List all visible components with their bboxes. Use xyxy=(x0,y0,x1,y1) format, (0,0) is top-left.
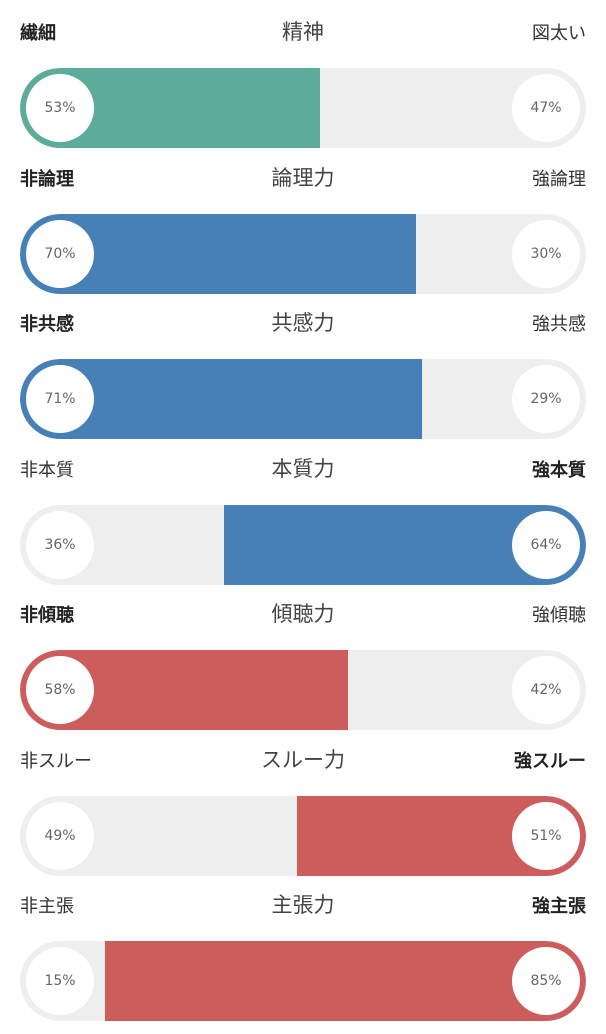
trait-right-label: 強本質 xyxy=(532,460,586,481)
trait-left-label: 非本質 xyxy=(20,460,74,481)
right-percent-circle: 51% xyxy=(512,802,580,870)
trait-bar: 71% 29% xyxy=(20,359,586,439)
left-percent-circle: 58% xyxy=(26,656,94,724)
trait-label-row: 非スルー スルー力 強スルー xyxy=(0,744,606,784)
trait-title: 傾聴力 xyxy=(271,602,335,626)
trait-left-label: 非主張 xyxy=(20,896,74,917)
trait-left-label: 非傾聴 xyxy=(20,605,74,626)
right-percent-circle: 64% xyxy=(512,511,580,579)
trait-label-row: 非論理 論理力 強論理 xyxy=(0,162,606,202)
trait-bar: 53% 47% xyxy=(20,68,586,148)
left-percent-circle: 36% xyxy=(26,511,94,579)
trait-left-label: 非共感 xyxy=(20,314,74,335)
trait-left-label: 非スルー xyxy=(20,751,92,772)
trait-row-assertion: 非主張 主張力 強主張 15% 85% xyxy=(0,889,606,1034)
trait-right-label: 強論理 xyxy=(532,169,586,190)
trait-title: スルー力 xyxy=(261,748,345,772)
trait-row-empathy: 非共感 共感力 強共感 71% 29% xyxy=(0,307,606,452)
left-percent-circle: 70% xyxy=(26,220,94,288)
trait-right-label: 図太い xyxy=(532,23,586,44)
trait-row-through: 非スルー スルー力 強スルー 49% 51% xyxy=(0,744,606,889)
trait-row-listening: 非傾聴 傾聴力 強傾聴 58% 42% xyxy=(0,598,606,743)
right-percent-circle: 42% xyxy=(512,656,580,724)
trait-title: 本質力 xyxy=(271,457,335,481)
left-percent-circle: 71% xyxy=(26,365,94,433)
trait-bar-fill xyxy=(104,941,586,1021)
trait-title: 共感力 xyxy=(271,311,335,335)
left-percent-circle: 53% xyxy=(26,74,94,142)
trait-row-logic: 非論理 論理力 強論理 70% 30% xyxy=(0,162,606,307)
right-percent-circle: 30% xyxy=(512,220,580,288)
trait-bar: 36% 64% xyxy=(20,505,586,585)
trait-row-essence: 非本質 本質力 強本質 36% 64% xyxy=(0,453,606,598)
trait-label-row: 繊細 精神 図太い xyxy=(0,16,606,56)
trait-left-label: 繊細 xyxy=(20,23,56,44)
trait-label-row: 非傾聴 傾聴力 強傾聴 xyxy=(0,598,606,638)
left-percent-circle: 15% xyxy=(26,947,94,1015)
trait-bar: 15% 85% xyxy=(20,941,586,1021)
trait-left-label: 非論理 xyxy=(20,169,74,190)
right-percent-circle: 85% xyxy=(512,947,580,1015)
trait-label-row: 非主張 主張力 強主張 xyxy=(0,889,606,929)
trait-right-label: 強共感 xyxy=(532,314,586,335)
left-percent-circle: 49% xyxy=(26,802,94,870)
trait-bar: 70% 30% xyxy=(20,214,586,294)
trait-bar: 49% 51% xyxy=(20,796,586,876)
trait-bar: 58% 42% xyxy=(20,650,586,730)
trait-right-label: 強傾聴 xyxy=(532,605,586,626)
trait-label-row: 非本質 本質力 強本質 xyxy=(0,453,606,493)
trait-title: 精神 xyxy=(282,20,324,44)
trait-row-spirit: 繊細 精神 図太い 53% 47% xyxy=(0,16,606,161)
trait-right-label: 強主張 xyxy=(532,896,586,917)
trait-right-label: 強スルー xyxy=(514,751,586,772)
trait-title: 論理力 xyxy=(271,166,335,190)
trait-title: 主張力 xyxy=(271,893,335,917)
right-percent-circle: 47% xyxy=(512,74,580,142)
right-percent-circle: 29% xyxy=(512,365,580,433)
trait-label-row: 非共感 共感力 強共感 xyxy=(0,307,606,347)
